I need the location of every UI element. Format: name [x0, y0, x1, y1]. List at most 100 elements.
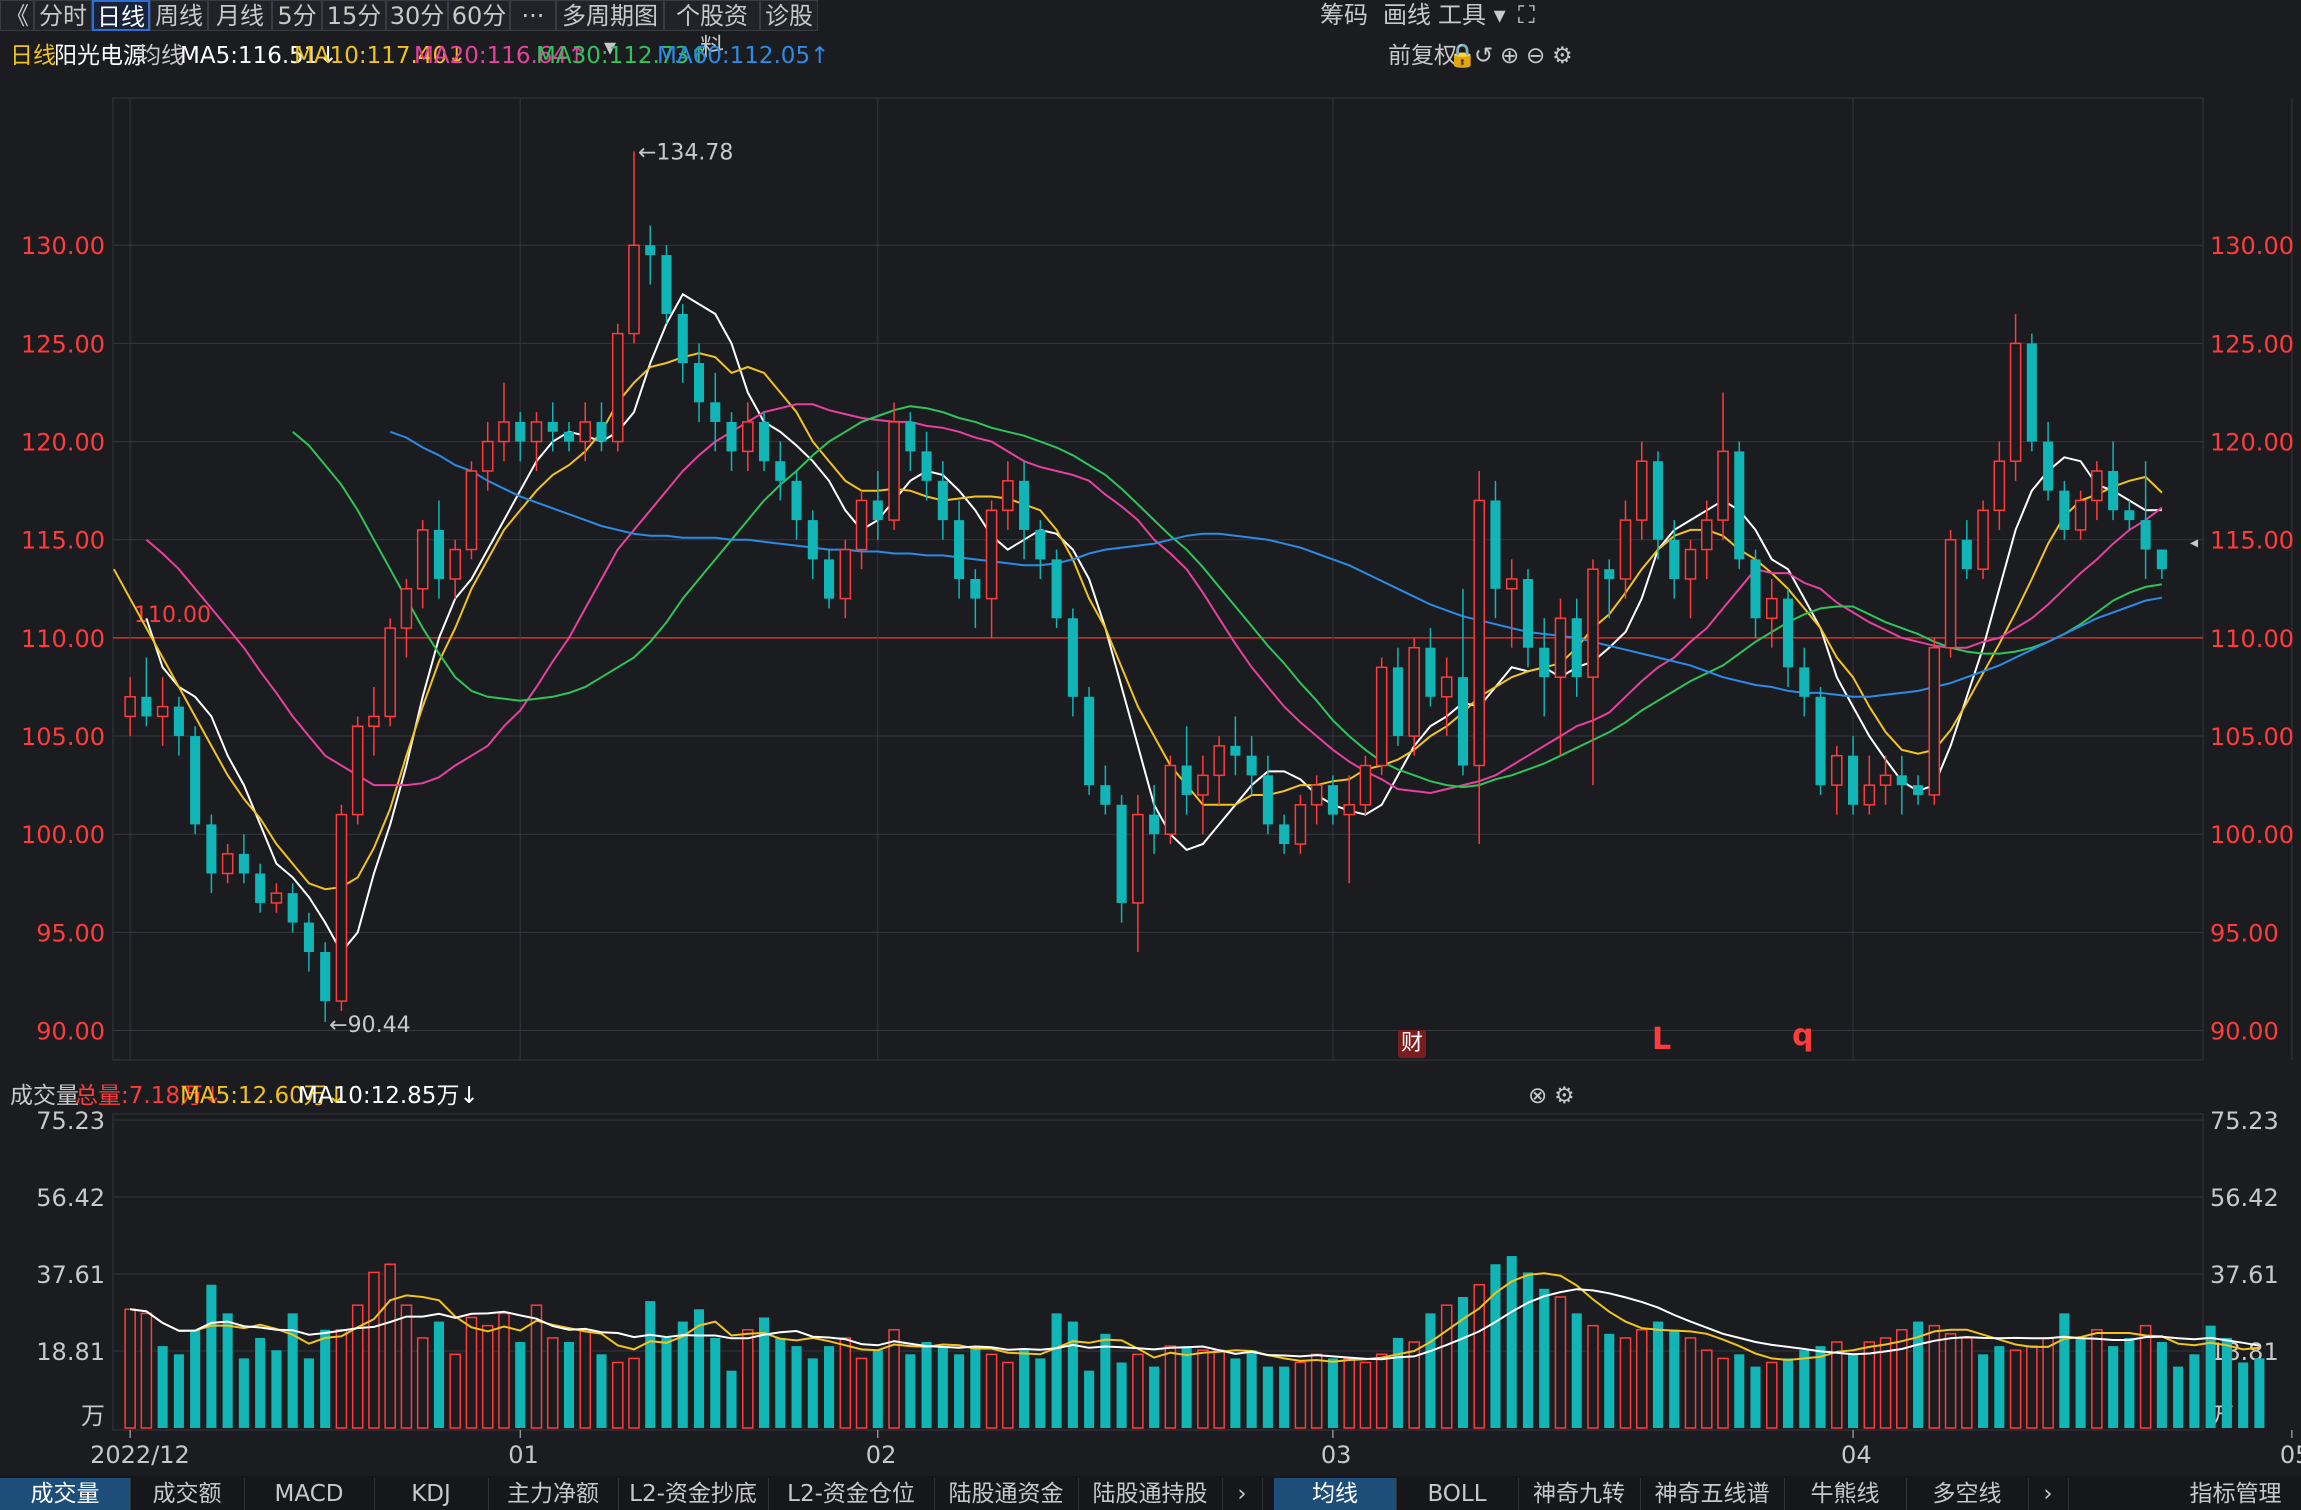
tab-magic-five-lines[interactable]: 神奇五线谱	[1640, 1478, 1785, 1510]
candle-body-down	[791, 480, 802, 521]
volume-bar-down	[303, 1358, 314, 1428]
tab-hk-connect-holdings[interactable]: 陆股通持股	[1078, 1478, 1223, 1510]
tab-daily[interactable]: 日线	[92, 0, 150, 31]
collapse-button[interactable]: 《	[0, 0, 34, 31]
indicator-manager-button[interactable]: 指标管理	[2170, 1478, 2301, 1510]
tab-l2-position[interactable]: L2-资金仓位	[768, 1478, 935, 1510]
candle-body-down	[320, 952, 331, 1002]
candle-body-down	[1782, 598, 1794, 668]
tab-bull-bear[interactable]: 牛熊线	[1784, 1478, 1907, 1510]
close-panel-icon[interactable]: ⊗	[1528, 1083, 1548, 1109]
tab-main-net[interactable]: 主力净额	[488, 1478, 619, 1510]
candle-body-up	[1619, 519, 1632, 580]
zoom-out-icon[interactable]: ⊖	[1526, 43, 1546, 69]
volume-settings-icon[interactable]: ⚙	[1554, 1083, 1575, 1109]
candle-body-up	[270, 892, 283, 904]
candle-body-up	[1164, 764, 1177, 835]
zoom-in-icon[interactable]: ⊕	[1500, 43, 1520, 69]
candle-body-up	[1765, 597, 1778, 620]
candle-body-down	[1262, 775, 1273, 825]
tab-kdj[interactable]: KDJ	[374, 1478, 489, 1510]
volume-bar-down	[271, 1350, 282, 1428]
candlestick-chart[interactable]: 130.00 130.00 125.00 125.00 120.00 120.00 115.…	[0, 0, 2301, 1476]
stock-profile-button[interactable]: 个股资料	[664, 0, 760, 61]
volume-bar-up	[1343, 1357, 1355, 1429]
event-marker-l[interactable]: L	[1652, 1022, 1672, 1057]
volume-bar-up	[546, 1337, 559, 1429]
candle-body-up	[1928, 646, 1941, 796]
tab-monthly[interactable]: 月线	[208, 0, 272, 31]
volume-bar-down	[2059, 1313, 2070, 1428]
ma-label[interactable]: 均线	[138, 43, 184, 69]
volume-bar-down	[2221, 1337, 2232, 1428]
tab-60min[interactable]: 60分	[448, 0, 510, 31]
volume-bar-down	[1848, 1354, 1859, 1428]
undo-icon[interactable]: ↺	[1474, 43, 1494, 69]
tab-hk-connect-funds[interactable]: 陆股通资金	[934, 1478, 1079, 1510]
volume-bar-up	[1717, 1357, 1729, 1429]
ma20-value: MA20:116.64↑	[414, 43, 587, 69]
candle-body-down	[238, 853, 249, 874]
candle-body-down	[1522, 579, 1534, 648]
candle-body-up	[1132, 813, 1144, 904]
candle-body-up	[449, 548, 461, 580]
diagnose-button[interactable]: 诊股	[760, 0, 818, 31]
tab-macd[interactable]: MACD	[244, 1478, 375, 1510]
tab-l2-bottom[interactable]: L2-资金抄底	[618, 1478, 769, 1510]
tools-dropdown[interactable]: 工具 ▾	[1438, 1, 1506, 29]
scroll-right-icon[interactable]: ›	[1222, 1478, 1263, 1510]
volume-bar-down	[1100, 1333, 1111, 1428]
lock-icon[interactable]: 🔒	[1448, 43, 1477, 69]
tab-long-short[interactable]: 多空线	[1906, 1478, 2029, 1510]
adjust-label[interactable]: 前复权	[1388, 43, 1457, 69]
candle-body-up	[1635, 460, 1648, 521]
ma-line-ma10	[113, 352, 2163, 891]
financial-report-marker[interactable]: 财	[1398, 1030, 1426, 1058]
tab-5min[interactable]: 5分	[272, 0, 322, 31]
tab-intraday[interactable]: 分时	[34, 0, 92, 31]
volume-bar-up	[449, 1353, 461, 1429]
fullscreen-icon[interactable]: ⛶	[1518, 1, 1535, 29]
candle-body-down	[1571, 618, 1582, 678]
volume-bar-down	[905, 1354, 916, 1428]
volume-tick-label-left: 56.42	[36, 1184, 105, 1212]
tab-15min[interactable]: 15分	[322, 0, 386, 31]
tab-30min[interactable]: 30分	[386, 0, 448, 31]
draw-button[interactable]: 画线	[1383, 1, 1431, 29]
tab-turnover[interactable]: 成交额	[130, 1478, 245, 1510]
volume-bar-down	[824, 1346, 835, 1428]
volume-bar-up	[579, 1328, 592, 1429]
tab-volume[interactable]: 成交量	[0, 1478, 131, 1510]
volume-bar-up	[2009, 1349, 2022, 1429]
tab-boll[interactable]: BOLL	[1396, 1478, 1519, 1510]
volume-bar-up	[2026, 1345, 2038, 1429]
tab-weekly[interactable]: 周线	[150, 0, 208, 31]
event-marker-q[interactable]: q	[1792, 1018, 1814, 1053]
candle-body-up	[221, 853, 234, 875]
volume-bar-up	[1961, 1337, 1973, 1429]
tab-magic-nine[interactable]: 神奇九转	[1518, 1478, 1641, 1510]
volume-bar-down	[2108, 1346, 2119, 1428]
candle-body-down	[661, 255, 672, 314]
candle-body-down	[1913, 785, 1924, 795]
candle-body-up	[579, 421, 592, 443]
volume-bar-down	[255, 1337, 266, 1428]
multi-period-dropdown[interactable]: 多周期图 ▾	[556, 0, 664, 61]
candle-body-up	[1294, 804, 1307, 845]
candle-body-down	[433, 529, 444, 579]
candle-body-down	[1539, 647, 1550, 678]
scroll-right-icon-2[interactable]: ›	[2028, 1478, 2069, 1510]
volume-bar-down	[1750, 1366, 1761, 1428]
volume-ma5-line	[129, 1272, 2260, 1363]
more-periods-button[interactable]: ···	[510, 0, 556, 31]
volume-bar-up	[498, 1312, 510, 1429]
chips-button[interactable]: 筹码	[1320, 1, 1368, 29]
tab-ma[interactable]: 均线	[1274, 1478, 1397, 1510]
candle-body-up	[1473, 499, 1485, 767]
candle-body-up	[384, 627, 396, 718]
ma-line-ma60	[389, 430, 2163, 698]
settings-icon[interactable]: ⚙	[1552, 43, 1573, 69]
volume-bar-down	[238, 1358, 249, 1428]
volume-bar-up	[1132, 1353, 1144, 1429]
volume-tick-label-left: 75.23	[36, 1107, 105, 1135]
